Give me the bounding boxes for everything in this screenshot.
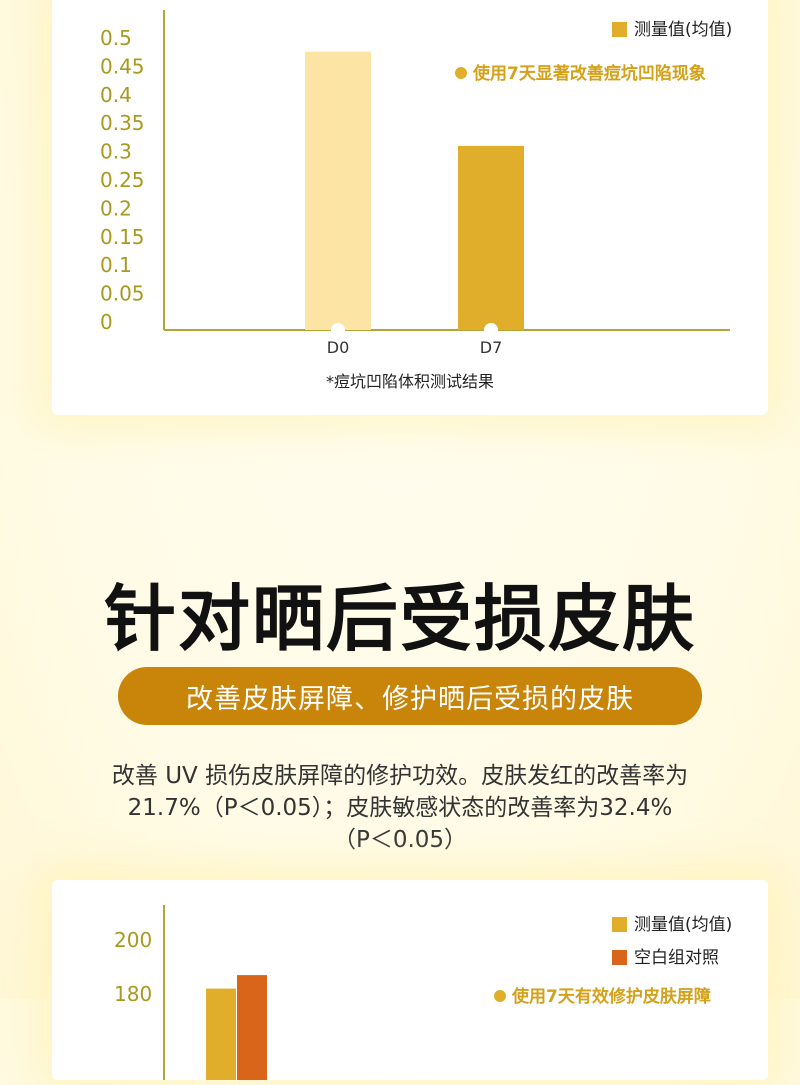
y-tick-label: 0.45: [100, 54, 145, 78]
annotation-text: 使用7天有效修护皮肤屏障: [511, 986, 711, 1007]
annotation-text: 使用7天显著改善痘坑凹陷现象: [472, 63, 706, 84]
y-tick-label: 0: [100, 310, 113, 334]
x-tick-label: D7: [480, 338, 503, 357]
bar-control: [237, 975, 267, 1080]
desc-line-1: 改善 UV 损伤皮肤屏障的修护功效。皮肤发红的改善率为: [111, 763, 689, 789]
section-title: 针对晒后受损皮肤: [103, 576, 696, 661]
bar-base-dot: [331, 323, 345, 337]
barrier-repair-chart: 200 180 测量值(均值) 空白组对照 使用7天有效修护皮肤屏障: [114, 905, 732, 1080]
chart-card-bottom: 200 180 测量值(均值) 空白组对照 使用7天有效修护皮肤屏障: [52, 880, 768, 1080]
bar-base-dot: [484, 323, 498, 337]
section-subtitle: 改善皮肤屏障、修护晒后受损的皮肤: [186, 683, 634, 715]
y-tick-label: 0.5: [100, 26, 132, 50]
legend-label-measured: 测量值(均值): [634, 20, 732, 40]
y-tick-label: 0.1: [100, 253, 132, 277]
chart-caption: *痘坑凹陷体积测试结果: [326, 372, 494, 391]
section-subtitle-pill: 改善皮肤屏障、修护晒后受损的皮肤: [118, 667, 702, 725]
y-tick-label: 0.35: [100, 111, 145, 135]
y-tick-label: 0.05: [100, 282, 145, 306]
y-tick-label: 0.25: [100, 168, 145, 192]
annotation-bullet: [494, 990, 506, 1002]
legend-swatch-control: [612, 950, 627, 965]
section-description: 改善 UV 损伤皮肤屏障的修护功效。皮肤发红的改善率为 21.7%（P＜0.05…: [60, 760, 740, 856]
legend-swatch-measured: [612, 22, 627, 37]
desc-line-2: 21.7%（P＜0.05）；皮肤敏感状态的改善率为32.4%: [127, 795, 673, 821]
bar-d0: [305, 51, 371, 331]
y-tick-label: 0.4: [100, 83, 132, 107]
legend-label-control: 空白组对照: [634, 948, 719, 968]
pit-volume-chart: 0.5 0.45 0.4 0.35 0.3 0.25 0.2 0.15 0.1 0.05 0 D0 D…: [100, 10, 732, 391]
legend-label-measured: 测量值(均值): [634, 915, 732, 935]
y-tick-label: 180: [114, 982, 152, 1006]
desc-line-3: （P＜0.05）: [332, 827, 468, 853]
y-tick-label: 0.2: [100, 196, 132, 220]
annotation-bullet: [455, 67, 467, 79]
y-tick-label: 0.15: [100, 225, 145, 249]
chart-card-top: 0.5 0.45 0.4 0.35 0.3 0.25 0.2 0.15 0.1 0.05 0 D0 D…: [52, 0, 768, 415]
legend-swatch-measured: [612, 917, 627, 932]
bar-measured: [206, 988, 236, 1080]
y-tick-label: 0.3: [100, 140, 132, 164]
y-tick-label: 200: [114, 928, 152, 952]
x-tick-label: D0: [327, 338, 350, 357]
bar-d7: [458, 145, 524, 330]
